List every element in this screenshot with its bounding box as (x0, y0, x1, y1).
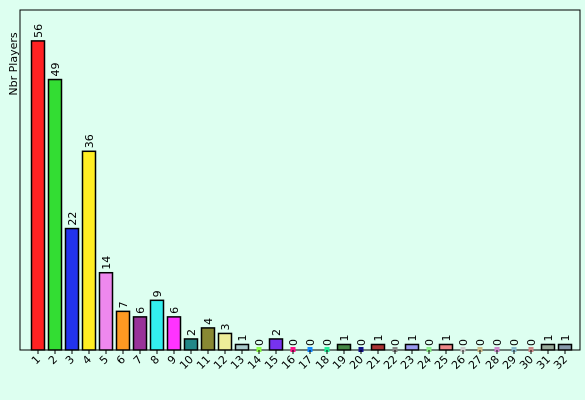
bar (183, 338, 199, 351)
value-label: 22 (66, 212, 79, 226)
bar (426, 347, 432, 352)
value-label: 9 (151, 290, 164, 297)
bar (115, 310, 131, 351)
value-label: 0 (525, 339, 538, 346)
bar (358, 347, 364, 352)
value-label: 3 (219, 323, 232, 330)
bar (64, 227, 80, 351)
value-label: 6 (168, 307, 181, 314)
plot-frame (19, 9, 581, 351)
value-label: 49 (49, 63, 62, 77)
value-label: 0 (287, 339, 300, 346)
value-label: 2 (185, 329, 198, 336)
value-label: 1 (406, 334, 419, 341)
value-label: 0 (423, 339, 436, 346)
bar (511, 347, 517, 352)
bar (256, 347, 262, 352)
value-label: 1 (542, 334, 555, 341)
value-label: 1 (372, 334, 385, 341)
bar (290, 347, 296, 352)
value-label: 36 (83, 134, 96, 148)
bar (438, 343, 454, 351)
bar (336, 343, 352, 351)
bar (557, 343, 573, 351)
bar (47, 78, 63, 351)
bar (132, 316, 148, 351)
y-axis-label: Nbr Players (7, 32, 20, 95)
value-label: 0 (508, 339, 521, 346)
bar (477, 347, 483, 352)
bar (217, 332, 233, 351)
bar (540, 343, 556, 351)
bar (81, 150, 97, 351)
value-label: 0 (321, 339, 334, 346)
bar (268, 338, 284, 351)
value-label: 0 (491, 339, 504, 346)
bar (324, 347, 330, 352)
bar (494, 347, 500, 352)
bar (392, 347, 398, 352)
value-label: 0 (304, 339, 317, 346)
bar (307, 347, 313, 352)
bar (528, 347, 534, 352)
value-label: 0 (253, 339, 266, 346)
value-label: 0 (355, 339, 368, 346)
value-label: 4 (202, 318, 215, 325)
bar (98, 271, 114, 351)
value-label: 0 (389, 339, 402, 346)
bar (404, 343, 420, 351)
value-label: 0 (474, 339, 487, 346)
value-label: 1 (559, 334, 572, 341)
bar (166, 316, 182, 351)
bar (234, 343, 250, 351)
value-label: 14 (100, 256, 113, 270)
value-label: 0 (457, 339, 470, 346)
value-label: 1 (236, 334, 249, 341)
value-label: 7 (117, 301, 130, 308)
value-label: 1 (338, 334, 351, 341)
value-label: 56 (32, 24, 45, 38)
value-label: 1 (440, 334, 453, 341)
bar (460, 347, 466, 352)
bar (200, 327, 216, 351)
bar (30, 40, 46, 351)
value-label: 2 (270, 329, 283, 336)
bar (370, 343, 386, 351)
bar (149, 299, 165, 351)
value-label: 6 (134, 307, 147, 314)
